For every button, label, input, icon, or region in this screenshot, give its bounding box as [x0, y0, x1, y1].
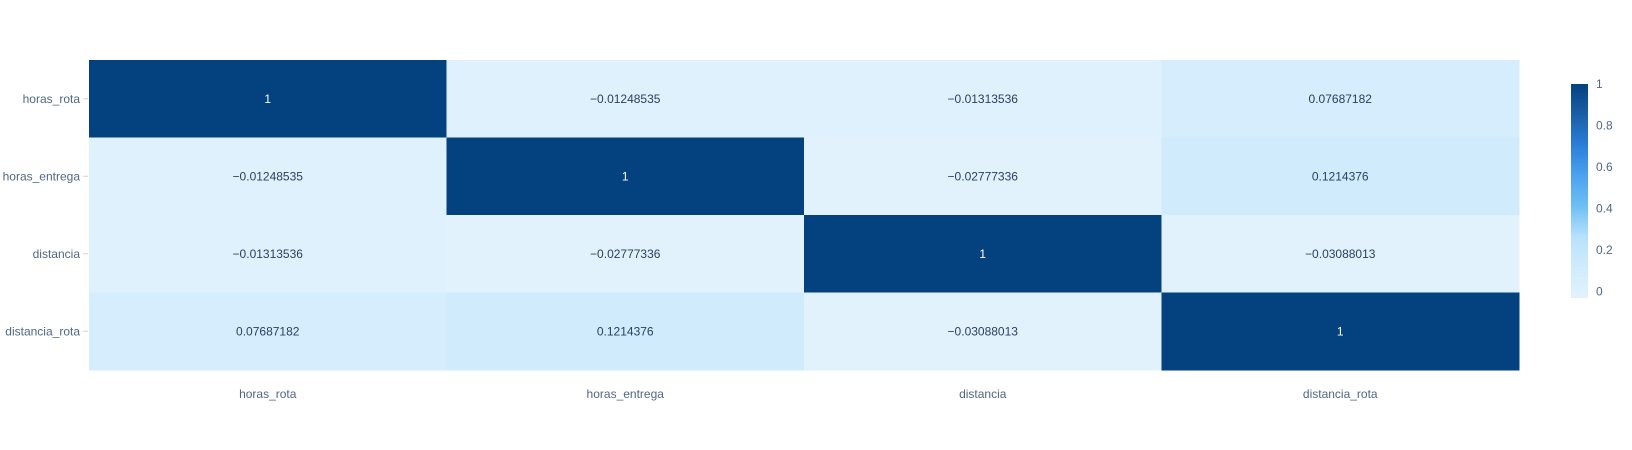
cell-value-label: −0.01313536: [948, 92, 1019, 106]
cell-value-label: 1: [1337, 324, 1344, 338]
heatmap-cell: [804, 137, 1162, 216]
heatmap-cells: [89, 60, 1520, 371]
heatmap-cell: [1161, 137, 1520, 216]
cell-value-label: 0.07687182: [236, 324, 300, 338]
cell-value-label: −0.02777336: [948, 169, 1019, 183]
colorbar-tick-label: 0.6: [1596, 160, 1613, 174]
cell-value-label: −0.01313536: [233, 247, 304, 261]
heatmap-cell: [1161, 292, 1520, 371]
heatmap-cell-labels: 1 −0.01248535 −0.01313536 0.07687182 −0.0124…: [233, 92, 1376, 339]
y-tick-label: horas_entrega: [3, 169, 81, 183]
x-tick-label: horas_rota: [239, 387, 297, 401]
y-tick-label: distancia: [33, 247, 81, 261]
colorbar-gradient: [1571, 84, 1588, 298]
x-axis-tick-labels: horas_rota horas_entrega distancia distanci…: [239, 387, 1378, 401]
cell-value-label: 1: [264, 92, 271, 106]
cell-value-label: 0.1214376: [597, 324, 654, 338]
colorbar-tick-label: 1: [1596, 77, 1603, 91]
y-tick-label: distancia_rota: [5, 324, 80, 338]
cell-value-label: 0.07687182: [1309, 92, 1373, 106]
colorbar-tick-labels: 0 0.2 0.4 0.6 0.8 1: [1596, 77, 1613, 299]
cell-value-label: 1: [979, 247, 986, 261]
heatmap-cell: [446, 292, 805, 371]
colorbar-tick-label: 0.8: [1596, 119, 1613, 133]
y-tick-label: horas_rota: [23, 92, 81, 106]
cell-value-label: −0.03088013: [1305, 247, 1376, 261]
heatmap-cell: [446, 215, 805, 293]
x-tick-label: distancia_rota: [1303, 387, 1378, 401]
heatmap-cell: [89, 292, 447, 371]
heatmap-cell: [89, 137, 447, 216]
colorbar-tick-label: 0.2: [1596, 243, 1613, 257]
heatmap-cell: [804, 60, 1162, 138]
cell-value-label: 1: [622, 169, 629, 183]
colorbar: 0 0.2 0.4 0.6 0.8 1: [1571, 77, 1613, 299]
heatmap-cell: [804, 292, 1162, 371]
x-tick-label: horas_entrega: [587, 387, 665, 401]
cell-value-label: −0.03088013: [948, 324, 1019, 338]
cell-value-label: 0.1214376: [1312, 169, 1369, 183]
x-tick-label: distancia: [959, 387, 1007, 401]
colorbar-tick-label: 0: [1596, 285, 1603, 299]
colorbar-tick-label: 0.4: [1596, 202, 1613, 216]
heatmap-cell: [804, 215, 1162, 293]
y-axis-tick-labels: horas_rota horas_entrega distancia distanci…: [3, 92, 88, 338]
heatmap-cell: [446, 60, 805, 138]
heatmap-cell: [1161, 60, 1520, 138]
cell-value-label: −0.01248535: [233, 169, 304, 183]
cell-value-label: −0.02777336: [590, 247, 661, 261]
cell-value-label: −0.01248535: [590, 92, 661, 106]
heatmap-cell: [1161, 215, 1520, 293]
heatmap-cell: [89, 60, 447, 138]
heatmap-cell: [89, 215, 447, 293]
heatmap-cell: [446, 137, 805, 216]
